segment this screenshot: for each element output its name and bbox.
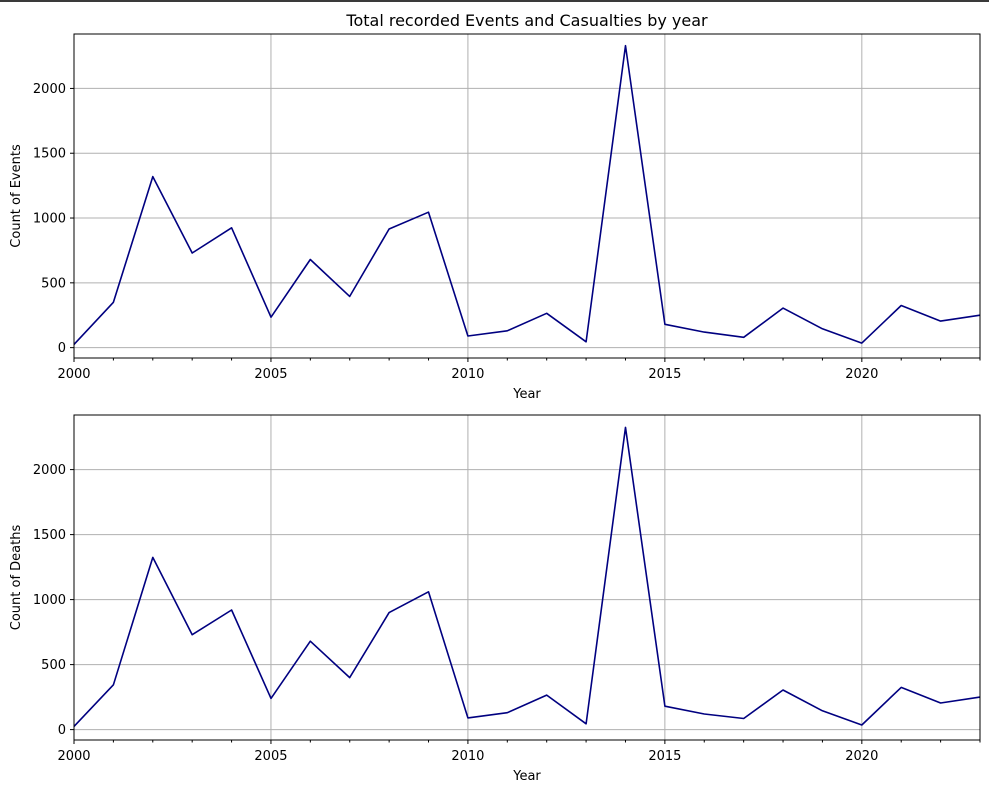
chart-title: Total recorded Events and Casualties by … (345, 11, 708, 30)
y-tick-label: 500 (41, 276, 66, 291)
y-tick-label: 1500 (33, 147, 66, 162)
y-tick-label: 1000 (33, 212, 66, 227)
y-tick-label: 1500 (33, 528, 66, 543)
series-line (73, 426, 981, 727)
x-tick-label: 2000 (57, 367, 90, 382)
x-tick-label: 2015 (648, 367, 681, 382)
series-line (73, 44, 981, 345)
grid-lines (73, 34, 980, 358)
x-tick-label: 2000 (57, 749, 90, 764)
window-top-border (0, 0, 989, 2)
x-axis-ticks: 2000 2005 2010 2015 2020 (57, 740, 981, 764)
x-axis-ticks: 2000 2005 2010 2015 2020 (57, 358, 981, 382)
x-tick-label: 2010 (451, 749, 484, 764)
x-tick-label: 2010 (451, 367, 484, 382)
events-chart: Total recorded Events and Casualties by … (9, 11, 981, 402)
plot-area-frame (73, 414, 981, 741)
plot-area-frame (73, 33, 981, 359)
y-tick-label: 0 (58, 723, 66, 738)
series-layer (73, 44, 981, 345)
x-axis-label: Year (512, 769, 541, 784)
y-tick-label: 500 (41, 658, 66, 673)
deaths-chart: 2000 2005 2010 2015 2020 0 500 1000 1500 2000 Ye… (9, 414, 981, 784)
x-tick-label: 2005 (254, 367, 287, 382)
y-tick-label: 1000 (33, 593, 66, 608)
y-axis-ticks: 0 500 1000 1500 2000 (33, 463, 74, 738)
y-axis-label: Count of Deaths (9, 525, 24, 631)
y-tick-label: 0 (58, 341, 66, 356)
x-tick-label: 2020 (845, 367, 878, 382)
y-axis-ticks: 0 500 1000 1500 2000 (33, 82, 74, 356)
x-tick-label: 2015 (648, 749, 681, 764)
x-tick-label: 2020 (845, 749, 878, 764)
x-tick-label: 2005 (254, 749, 287, 764)
series-layer (73, 426, 981, 727)
grid-lines (73, 415, 980, 740)
y-tick-label: 2000 (33, 463, 66, 478)
y-axis-label: Count of Events (9, 144, 24, 248)
y-tick-label: 2000 (33, 82, 66, 97)
x-axis-label: Year (512, 387, 541, 402)
